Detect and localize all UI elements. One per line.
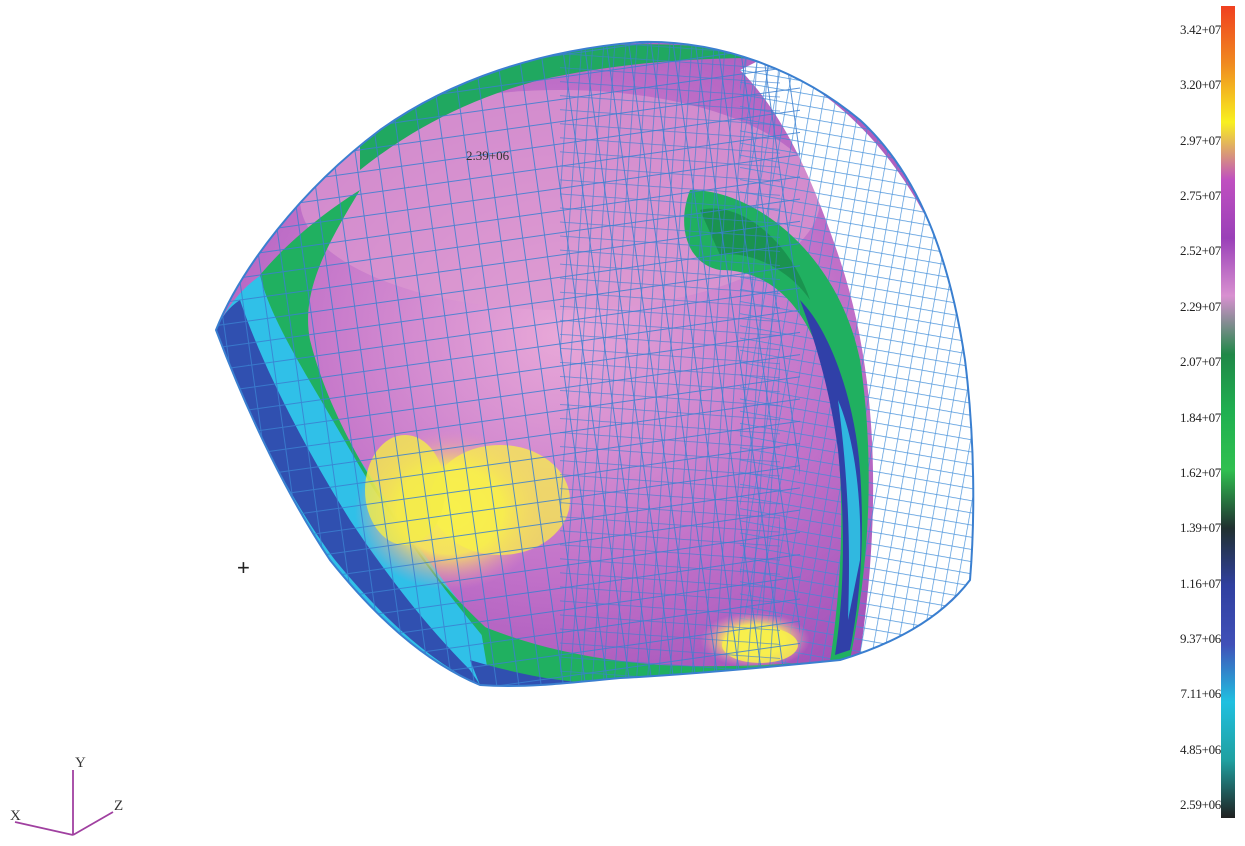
legend-tick-label: 3.20+07 (1180, 77, 1221, 93)
cursor-crosshair-icon: + (237, 555, 250, 580)
z-axis-label: Z (114, 798, 123, 814)
axes-triad: Y X Z (10, 755, 123, 836)
model-viewport[interactable]: 2.39+06 + Y X Z (0, 0, 1150, 841)
stress-contour-model[interactable]: 2.39+06 + Y X Z (0, 0, 1150, 841)
legend-tick-label: 1.62+07 (1180, 464, 1221, 480)
legend-tick-label: 2.59+06 (1180, 797, 1221, 812)
legend-tick-label: 1.16+07 (1180, 575, 1221, 591)
legend-tick-label: 3.42+07 (1180, 22, 1221, 37)
model-outline (214, 40, 975, 688)
legend-tick-label: 2.52+07 (1180, 243, 1221, 259)
legend-tick-label: 2.75+07 (1180, 188, 1221, 204)
color-scale-bar (1221, 6, 1235, 818)
legend-tick-label: 7.11+06 (1180, 686, 1222, 702)
x-axis-label: X (10, 808, 21, 824)
legend-tick-label: 9.37+06 (1180, 630, 1221, 646)
color-legend: 3.42+07 3.20+07 2.97+07 2.75+07 2.52+07 2.29+… (1150, 0, 1245, 841)
z-axis-line (72, 811, 114, 836)
x-axis-line (14, 821, 74, 836)
legend-tick-label: 1.39+07 (1180, 520, 1221, 536)
y-axis-label: Y (75, 755, 86, 771)
legend-tick-label: 2.29+07 (1180, 298, 1221, 314)
legend-tick-label: 2.97+07 (1180, 132, 1221, 148)
legend-tick-label: 4.85+06 (1180, 741, 1221, 757)
legend-tick-label: 2.07+07 (1180, 354, 1221, 370)
contour-surface (216, 41, 974, 687)
legend-tick-label: 1.84+07 (1180, 409, 1221, 425)
probe-value-label: 2.39+06 (466, 148, 510, 163)
